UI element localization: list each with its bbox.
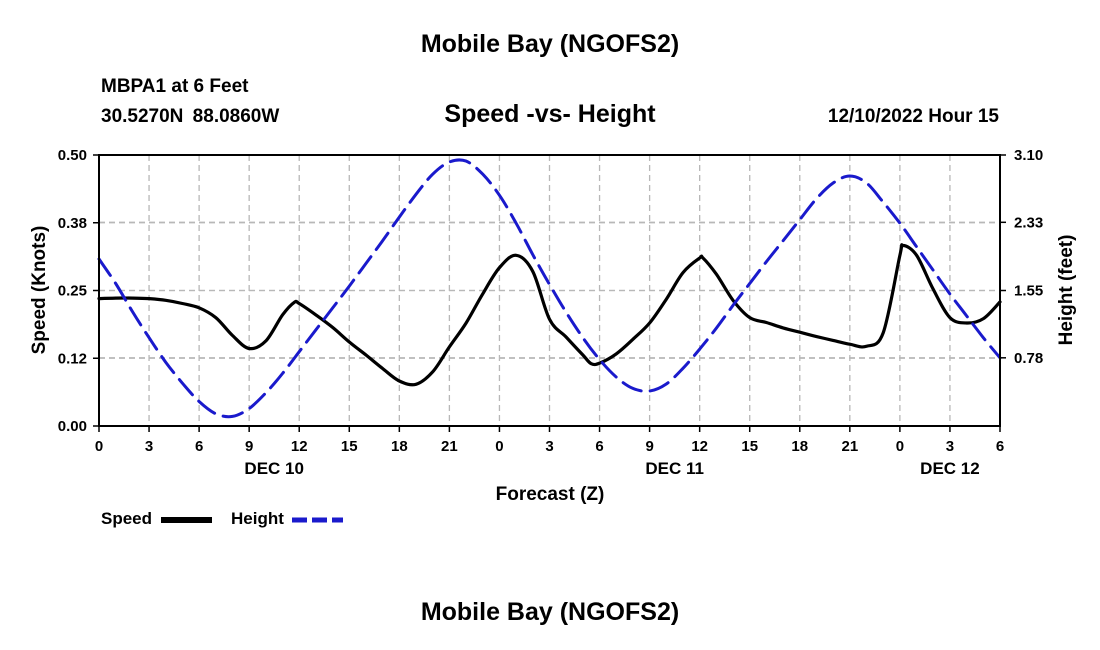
y-tick-label: 0.00: [58, 418, 87, 435]
page-title: Mobile Bay (NGOFS2): [420, 30, 680, 58]
x-tick-label: 21: [841, 438, 858, 455]
series-layer: [97, 158, 1002, 419]
axes: 0 3 6 9 12 15 18 21 0 3 6 9 12 15 18 21 0 3 6 0.00 0.12 0.25 0…: [58, 147, 1043, 478]
x-tick-label: 3: [145, 438, 153, 455]
y-tick-label: 0.12: [58, 350, 87, 367]
x-tick-label: 9: [245, 438, 253, 455]
x-tick-label: 21: [441, 438, 458, 455]
legend-height-label: Height: [231, 509, 284, 528]
x-tick-label: 6: [996, 438, 1004, 455]
x-tick-label: 3: [545, 438, 553, 455]
y-tick-label: 0.50: [58, 147, 87, 164]
legend-speed-label: Speed: [101, 509, 153, 528]
day-label: DEC 11: [645, 459, 704, 478]
y-axis-label: Speed (Knots): [29, 226, 50, 355]
x-tick-label: 15: [741, 438, 758, 455]
height-series-line: [97, 158, 1002, 419]
y2-tick-label: 1.55: [1014, 283, 1043, 300]
station-label: MBPA1 at 6 Feet: [101, 76, 249, 97]
x-tick-label: 3: [946, 438, 954, 455]
x-tick-label: 12: [291, 438, 308, 455]
chart-subtitle: Speed -vs- Height: [444, 100, 656, 128]
y-tick-label: 0.25: [58, 283, 87, 300]
x-tick-label: 0: [495, 438, 503, 455]
x-tick-label: 9: [645, 438, 653, 455]
y2-tick-label: 3.10: [1014, 147, 1043, 164]
day-label: DEC 10: [244, 459, 304, 478]
speed-series-line: [97, 243, 1002, 387]
day-label: DEC 12: [920, 459, 980, 478]
x-tick-label: 6: [595, 438, 603, 455]
y-tick-label: 0.38: [58, 215, 87, 232]
y2-axis-label: Height (feet): [1056, 235, 1077, 346]
x-tick-label: 18: [791, 438, 808, 455]
y2-tick-label: 0.78: [1014, 350, 1043, 367]
grid: [99, 154, 1000, 426]
y2-tick-label: 2.33: [1014, 214, 1043, 231]
x-tick-label: 6: [195, 438, 203, 455]
x-tick-label: 12: [691, 438, 708, 455]
x-tick-label: 0: [896, 438, 904, 455]
x-tick-label: 0: [95, 438, 103, 455]
forecast-timestamp: 12/10/2022 Hour 15: [827, 106, 999, 127]
x-tick-label: 15: [341, 438, 358, 455]
footer-title: Mobile Bay (NGOFS2): [420, 598, 680, 626]
station-coordinates: 30.5270N 88.0860W: [101, 106, 280, 127]
x-axis-label: Forecast (Z): [496, 484, 605, 505]
x-tick-label: 18: [391, 438, 408, 455]
